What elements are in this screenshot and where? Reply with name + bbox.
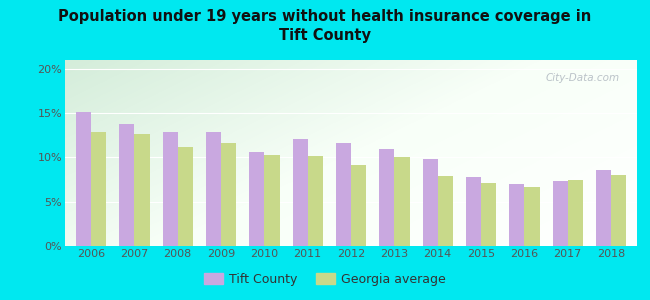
Bar xyxy=(481,183,496,246)
Bar xyxy=(162,132,177,246)
Bar xyxy=(437,176,453,246)
Text: City-Data.com: City-Data.com xyxy=(546,73,620,83)
Bar xyxy=(552,181,567,246)
Bar xyxy=(596,170,611,246)
Bar xyxy=(509,184,525,246)
Bar xyxy=(307,156,323,246)
Bar xyxy=(249,152,265,246)
Bar xyxy=(395,158,410,246)
Bar xyxy=(611,175,626,246)
Bar xyxy=(422,159,437,246)
Bar xyxy=(221,143,236,246)
Text: Population under 19 years without health insurance coverage in
Tift County: Population under 19 years without health… xyxy=(58,9,592,43)
Bar xyxy=(525,187,540,246)
Bar xyxy=(206,132,221,246)
Bar xyxy=(466,177,481,246)
Bar xyxy=(336,143,351,246)
Bar xyxy=(351,164,366,246)
Bar xyxy=(91,132,106,246)
Bar xyxy=(265,155,279,246)
Bar xyxy=(119,124,135,246)
Bar xyxy=(567,181,583,246)
Bar xyxy=(76,112,91,246)
Bar xyxy=(379,149,395,246)
Bar xyxy=(135,134,150,246)
Legend: Tift County, Georgia average: Tift County, Georgia average xyxy=(199,268,451,291)
Bar xyxy=(177,147,193,246)
Bar xyxy=(292,139,307,246)
